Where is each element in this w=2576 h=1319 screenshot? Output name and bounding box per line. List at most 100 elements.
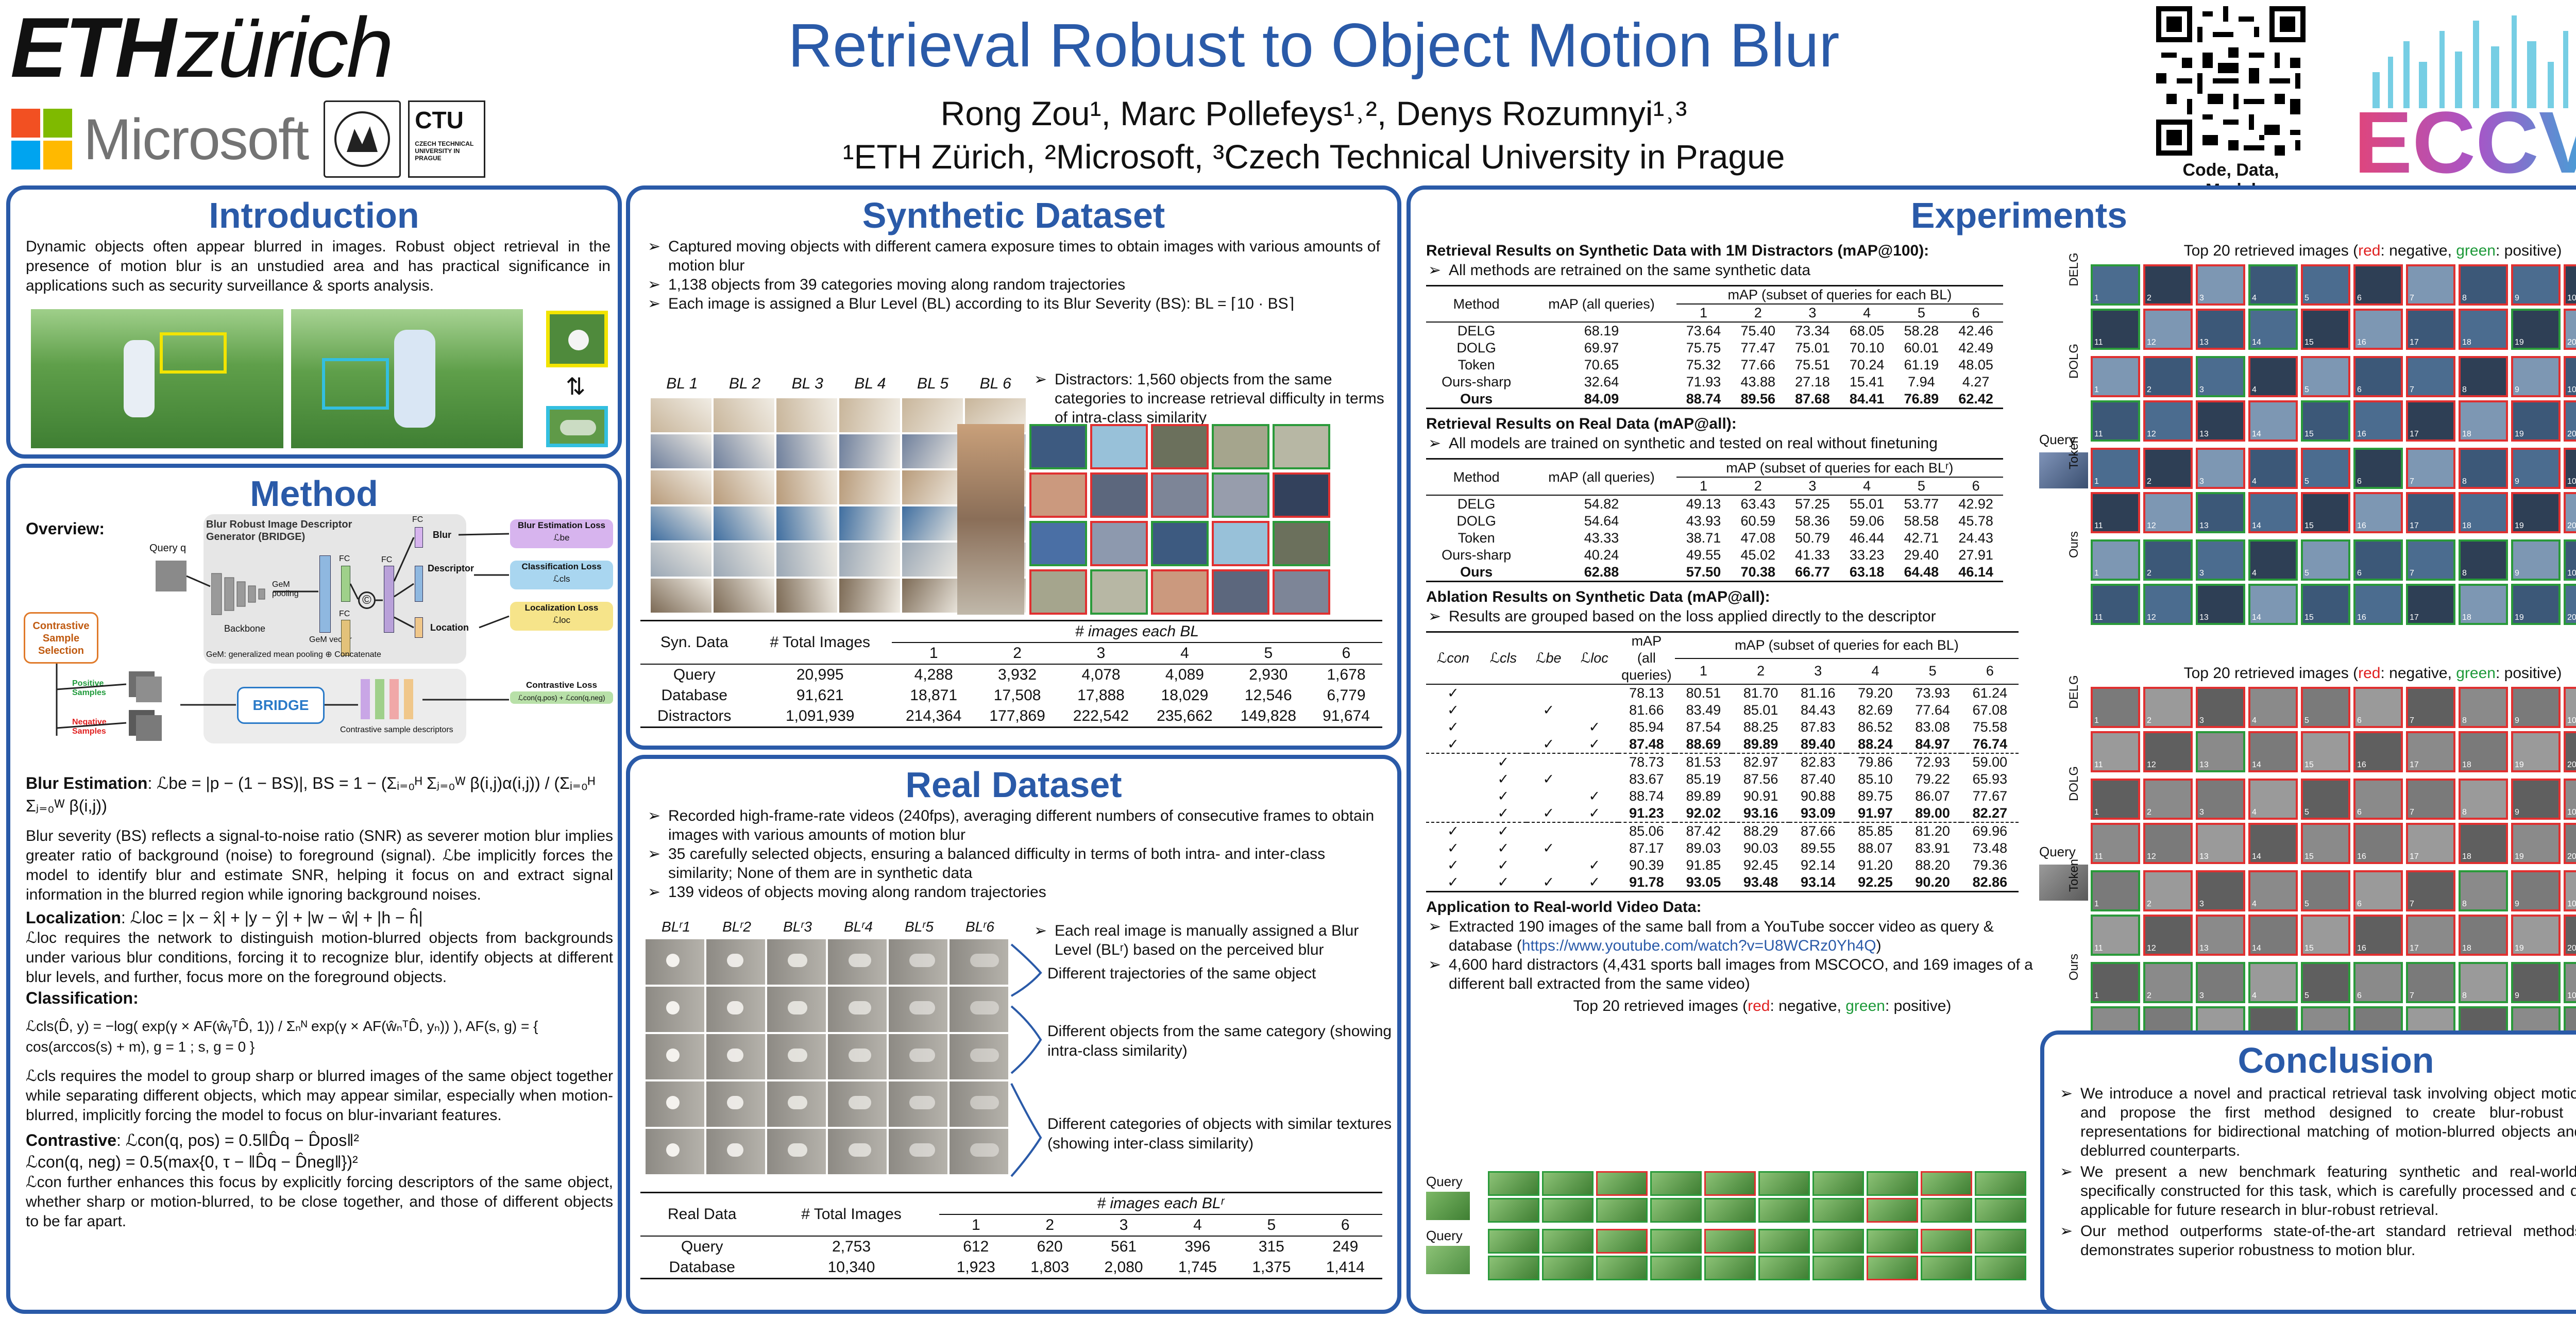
table-cell: 89.56	[1731, 391, 1786, 409]
retrieved-image: 11	[2091, 584, 2140, 625]
sample-thumbnails	[129, 671, 180, 743]
rank-number: 14	[2252, 521, 2261, 530]
rank-number: 3	[2199, 991, 2204, 1000]
table-cell: 81.16	[1801, 685, 1836, 701]
retrieved-image: 5	[2301, 264, 2350, 306]
retrieved-image: 7	[2406, 264, 2455, 306]
retrieved-image: 11	[2091, 400, 2140, 442]
table-cell: 27.91	[1958, 547, 1993, 563]
table-cell: 93.09	[1801, 805, 1836, 821]
experiments-title: Experiments	[1910, 195, 2128, 235]
bl-label: BL 4	[854, 375, 886, 392]
table-cell: 42.49	[1958, 340, 1993, 356]
table-cell: 75.58	[1972, 719, 2008, 735]
table-cell: 78.13	[1629, 685, 1664, 701]
table-cell: 1,678	[1327, 666, 1366, 683]
real-sample-image	[950, 1034, 1008, 1079]
rank-number: 10	[2567, 900, 2576, 908]
table-cell: 91.97	[1858, 805, 1893, 821]
rank-number: 7	[2410, 900, 2414, 908]
blur-loss-box: Blur Estimation Loss ℒbe	[510, 519, 613, 548]
youtube-link[interactable]: https://www.youtube.com/watch?v=U8WCRz0Y…	[1521, 937, 1876, 954]
rank-number: 1	[2094, 900, 2099, 908]
retrieved-image: 3	[2196, 779, 2245, 820]
method-row-label: DELG	[2067, 675, 2081, 709]
real-sample-image	[950, 1081, 1008, 1127]
table-cell: 76.89	[1894, 391, 1949, 409]
retrieved-image: 5	[2301, 962, 2350, 1003]
rank-number: 8	[2462, 477, 2467, 486]
real-table-wrap: Real Data # Total Images # images each B…	[640, 1192, 1393, 1279]
table-cell: 58.58	[1904, 513, 1939, 529]
table-cell: 235,662	[1143, 706, 1227, 728]
table-cell: 70.24	[1849, 357, 1885, 373]
table-cell: 93.05	[1674, 874, 1733, 892]
contrastive-loss-box: Contrastive Loss ℒcon(q,pos) + ℒcon(q,ne…	[510, 679, 613, 715]
table-cell: 88.74	[1629, 788, 1664, 804]
table-row: Query 20,995 4,288 3,932 4,078 4,089 2,930 1,6…	[640, 664, 1382, 685]
syn-results-table: Method mAP (all queries) mAP (subset of qu…	[1426, 285, 2003, 409]
eth-logo-italic: zürich	[177, 0, 394, 95]
syn-results-note: All methods are retrained on the same sy…	[1426, 261, 2037, 280]
table-cell: 88.07	[1858, 840, 1893, 856]
rank-number: 18	[2462, 613, 2471, 622]
table-cell: 93.14	[1789, 874, 1847, 892]
rank-number: 19	[2515, 760, 2524, 769]
qr-code-icon[interactable]	[2156, 6, 2306, 156]
rank-number: 11	[2094, 613, 2103, 622]
eth-logo-bold: ETH	[10, 0, 176, 95]
retrieved-image: 4	[2248, 448, 2298, 489]
table-cell: 54.82	[1584, 496, 1619, 512]
ctu-logo-subtitle: CZECH TECHNICAL UNIVERSITY IN PRAGUE	[415, 140, 474, 162]
rank-number: 4	[2252, 294, 2257, 302]
retrieved-image: 4	[2248, 356, 2298, 397]
table-header: ℒcon	[1426, 631, 1480, 685]
table-cell: 61.24	[1972, 685, 2008, 701]
caption-text: : negative,	[1770, 997, 1846, 1014]
table-cell: 18,029	[1161, 687, 1209, 704]
rank-number: 16	[2357, 944, 2366, 953]
check-icon: ✓	[1543, 805, 1555, 821]
table-cell: 89.00	[1915, 805, 1950, 821]
table-row: ✓ 78.13 80.51 81.70 81.16 79.20 73.93 61.24	[1426, 684, 2019, 702]
synthetic-bullets: Captured moving objects with different c…	[646, 237, 1387, 313]
rank-number: 14	[2252, 613, 2261, 622]
table-cell: 57.25	[1795, 496, 1830, 512]
poster-title: Retrieval Robust to Object Motion Blur	[788, 11, 1840, 80]
method-row-label: DOLG	[2067, 766, 2081, 802]
table-header-group: mAP (subset of queries for each BL)	[1674, 631, 2019, 659]
table-row: ✓ ✓ ✓ ✓ 91.78 93.05 93.48 93.14 92.25 90.20 82.86	[1426, 874, 2019, 892]
table-cell: 612	[963, 1238, 989, 1255]
table-cell: 10,340	[764, 1257, 939, 1279]
table-row: ✓ ✓ 85.94 87.54 88.25 87.83 86.52 83.08 75.58	[1426, 719, 2019, 736]
retrieved-image: 8	[2459, 539, 2508, 581]
experiments-right-column: Top 20 retrieved images (red: negative, …	[2039, 241, 2576, 1047]
table-cell: 77.64	[1915, 702, 1950, 718]
table-cell: 561	[1111, 1238, 1137, 1255]
retrieved-image: 12	[2143, 823, 2193, 864]
distractors-note: Distractors: 1,560 objects from the same…	[1032, 370, 1393, 427]
rank-number: 18	[2462, 760, 2471, 769]
gem-note-text: GeM: generalized mean pooling	[206, 650, 323, 659]
table-cell: 79.22	[1915, 771, 1950, 787]
app-retrieval-grid	[1488, 1171, 2034, 1282]
table-cell: 1,375	[1234, 1257, 1309, 1279]
retrieved-image: 17	[2406, 731, 2455, 772]
synthetic-sample-image	[776, 506, 837, 540]
rank-number: 9	[2515, 294, 2519, 302]
table-cell: 91,621	[796, 687, 844, 704]
table-row: Query 2,753 612 620 561 396 315 249	[640, 1236, 1382, 1257]
table-cell: 2,753	[832, 1238, 871, 1255]
rank-number: 14	[2252, 852, 2261, 861]
retrieved-image: 8	[2459, 356, 2508, 397]
distractor-image	[1273, 472, 1330, 518]
app-bullet-1: Extracted 190 images of the same ball fr…	[1426, 917, 2037, 955]
table-cell: 1,414	[1308, 1257, 1382, 1279]
rank-number: 4	[2252, 569, 2257, 578]
localization-formula: : ℒloc = |x − x̂| + |y − ŷ| + |w − ŵ| + …	[121, 908, 423, 927]
table-cell	[1426, 753, 1480, 771]
synthetic-sample-image	[902, 398, 963, 432]
real-sample-image	[889, 1081, 947, 1127]
classification-label-text: Classification	[26, 989, 133, 1007]
synthetic-sample-image	[902, 434, 963, 468]
